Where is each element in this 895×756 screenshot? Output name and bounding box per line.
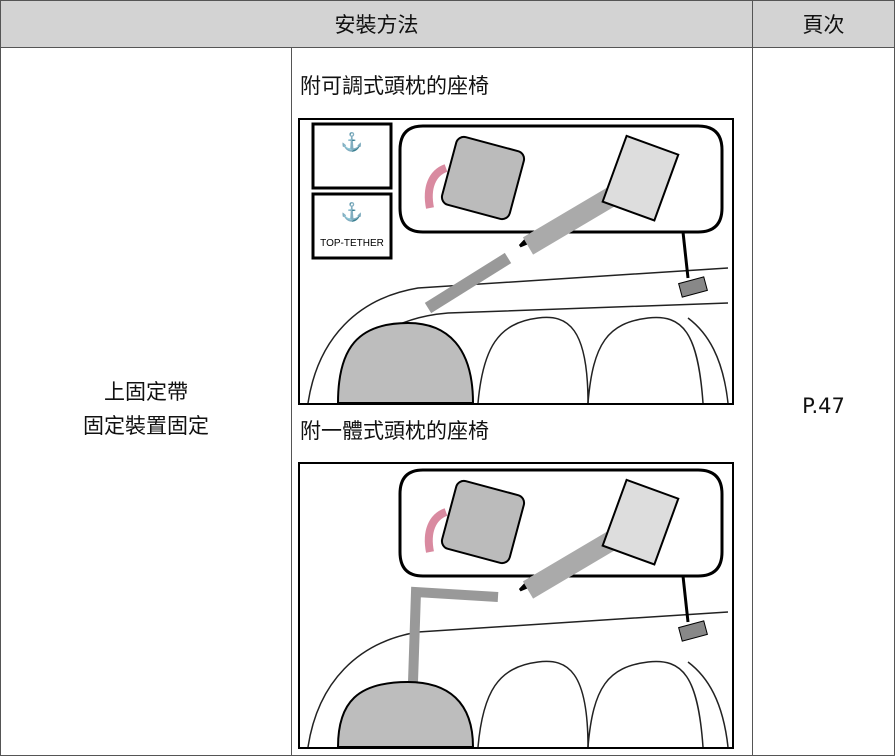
- page-ref: P.47: [802, 394, 845, 418]
- icon-label: TOP-TETHER: [320, 238, 384, 249]
- header-cell: 安裝方法: [0, 0, 753, 48]
- svg-text:⚓: ⚓: [341, 131, 363, 152]
- caption: 附可調式頭枕的座椅: [300, 74, 489, 98]
- method-text: 上固定帶 固定裝置固定: [0, 375, 292, 443]
- method-line: 上固定帶: [104, 380, 188, 404]
- caption: 附一體式頭枕的座椅: [300, 419, 489, 443]
- svg-text:⚓: ⚓: [341, 201, 363, 222]
- header-cell: 頁次: [752, 0, 895, 48]
- illustration: [298, 462, 734, 749]
- illustration: ⚓ ⚓ TOP-TETHER: [298, 118, 734, 405]
- header-text: 頁次: [802, 13, 845, 37]
- method-line: 固定裝置固定: [83, 414, 209, 438]
- header-text: 安裝方法: [334, 13, 419, 37]
